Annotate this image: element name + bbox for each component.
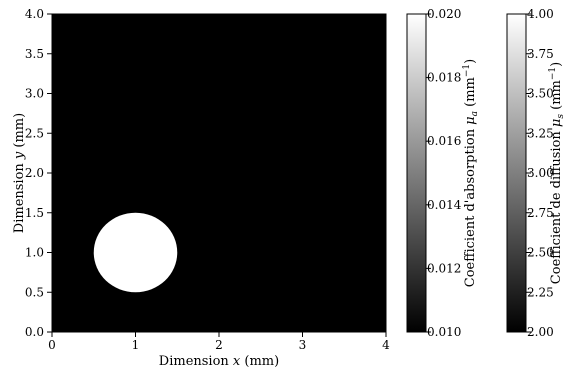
x-tick-label: 3 <box>299 338 307 352</box>
colorbar-tick-label: 0.014 <box>427 198 462 212</box>
heatmap-background <box>52 14 386 332</box>
y-axis-ticks: 0.0 0.5 1.0 1.5 2.0 2.5 3.0 3.5 4.0 <box>25 7 52 339</box>
colorbar-tick-label: 2.25 <box>527 285 554 299</box>
colorbar-tick-label: 0.010 <box>427 325 461 339</box>
y-tick-label: 0.0 <box>25 325 44 339</box>
x-tick-label: 0 <box>48 338 56 352</box>
colorbar-tick-label: 3.00 <box>527 166 554 180</box>
y-tick-label: 1.5 <box>25 206 44 220</box>
y-tick-label: 3.5 <box>25 47 44 61</box>
x-tick-label: 4 <box>382 338 390 352</box>
y-tick-label: 2.0 <box>25 166 44 180</box>
y-tick-label: 1.0 <box>25 246 44 260</box>
heatmap-panel <box>51 13 387 333</box>
y-tick-label: 4.0 <box>25 7 44 21</box>
colorbar-tick-label: 0.020 <box>427 7 461 21</box>
y-tick-label: 3.0 <box>25 87 44 101</box>
colorbar-absorption-gradient <box>406 13 427 333</box>
colorbar-tick-label: 0.018 <box>427 71 461 85</box>
colorbar-diffusion-label: Coefficient de diffusion μs (mm−1) <box>548 62 566 284</box>
colorbar-diffusion-ticks: 2.00 2.25 2.50 2.75 3.00 3.25 3.50 3.75 4.00 <box>526 7 554 339</box>
colorbar-tick-label: 0.016 <box>427 134 461 148</box>
colorbar-diffusion-gradient <box>506 13 527 333</box>
colorbar-tick-label: 2.50 <box>527 246 554 260</box>
colorbar-tick-label: 0.012 <box>427 261 461 275</box>
colorbar-tick-label: 2.75 <box>527 206 554 220</box>
x-axis-label: Dimension x (mm) <box>159 354 279 369</box>
y-tick-label: 0.5 <box>25 285 44 299</box>
colorbar-tick-label: 3.75 <box>527 47 554 61</box>
colorbar-absorption: 0.010 0.012 0.014 0.016 0.018 0.020 Coefficie… <box>406 7 480 339</box>
x-tick-label: 1 <box>132 338 140 352</box>
colorbar-tick-label: 4.00 <box>527 7 554 21</box>
colorbar-tick-label: 3.25 <box>527 126 554 140</box>
colorbar-absorption-label: Coefficient d'absorption μa (mm−1) <box>462 59 480 287</box>
x-axis-ticks: 0 1 2 3 4 <box>48 332 390 352</box>
colorbar-tick-label: 3.50 <box>527 87 554 101</box>
x-tick-label: 2 <box>215 338 223 352</box>
colorbar-diffusion: 2.00 2.25 2.50 2.75 3.00 3.25 3.50 3.75 4.00 Coe… <box>506 7 566 339</box>
colorbar-tick-label: 2.00 <box>527 325 554 339</box>
circular-inclusion <box>93 212 178 293</box>
colorbar-absorption-ticks: 0.010 0.012 0.014 0.016 0.018 0.020 <box>426 7 462 339</box>
y-axis-label: Dimension y (mm) <box>12 113 27 233</box>
y-tick-label: 2.5 <box>25 126 44 140</box>
